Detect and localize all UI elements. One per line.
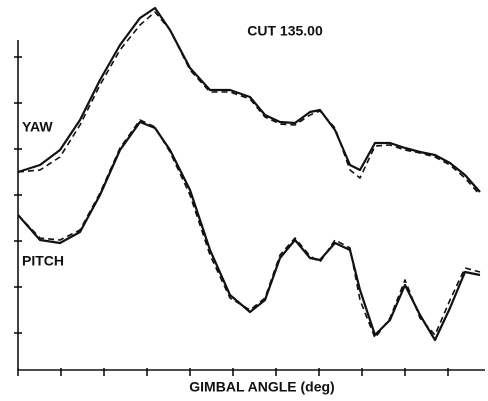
line: [17, 6, 481, 193]
series-label: PITCH: [22, 253, 64, 269]
annotation: CUT 135.00: [247, 23, 323, 39]
dashed-line: [17, 11, 481, 196]
dashed-line: [17, 119, 481, 339]
series-label: YAW: [22, 119, 53, 135]
line: [17, 120, 481, 342]
x-axis-label: GIMBAL ANGLE (deg): [189, 379, 334, 395]
